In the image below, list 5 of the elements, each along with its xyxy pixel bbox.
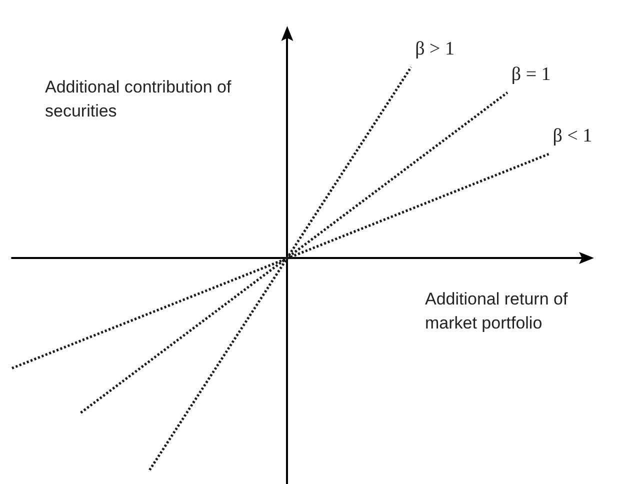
series-label: β < 1 (552, 126, 592, 147)
series-label: β > 1 (415, 38, 454, 60)
y-axis-title: Additional contribution of securities (45, 78, 236, 120)
series-label: β = 1 (511, 64, 551, 86)
x-axis-title: Additional return of market portfolio (425, 290, 572, 332)
